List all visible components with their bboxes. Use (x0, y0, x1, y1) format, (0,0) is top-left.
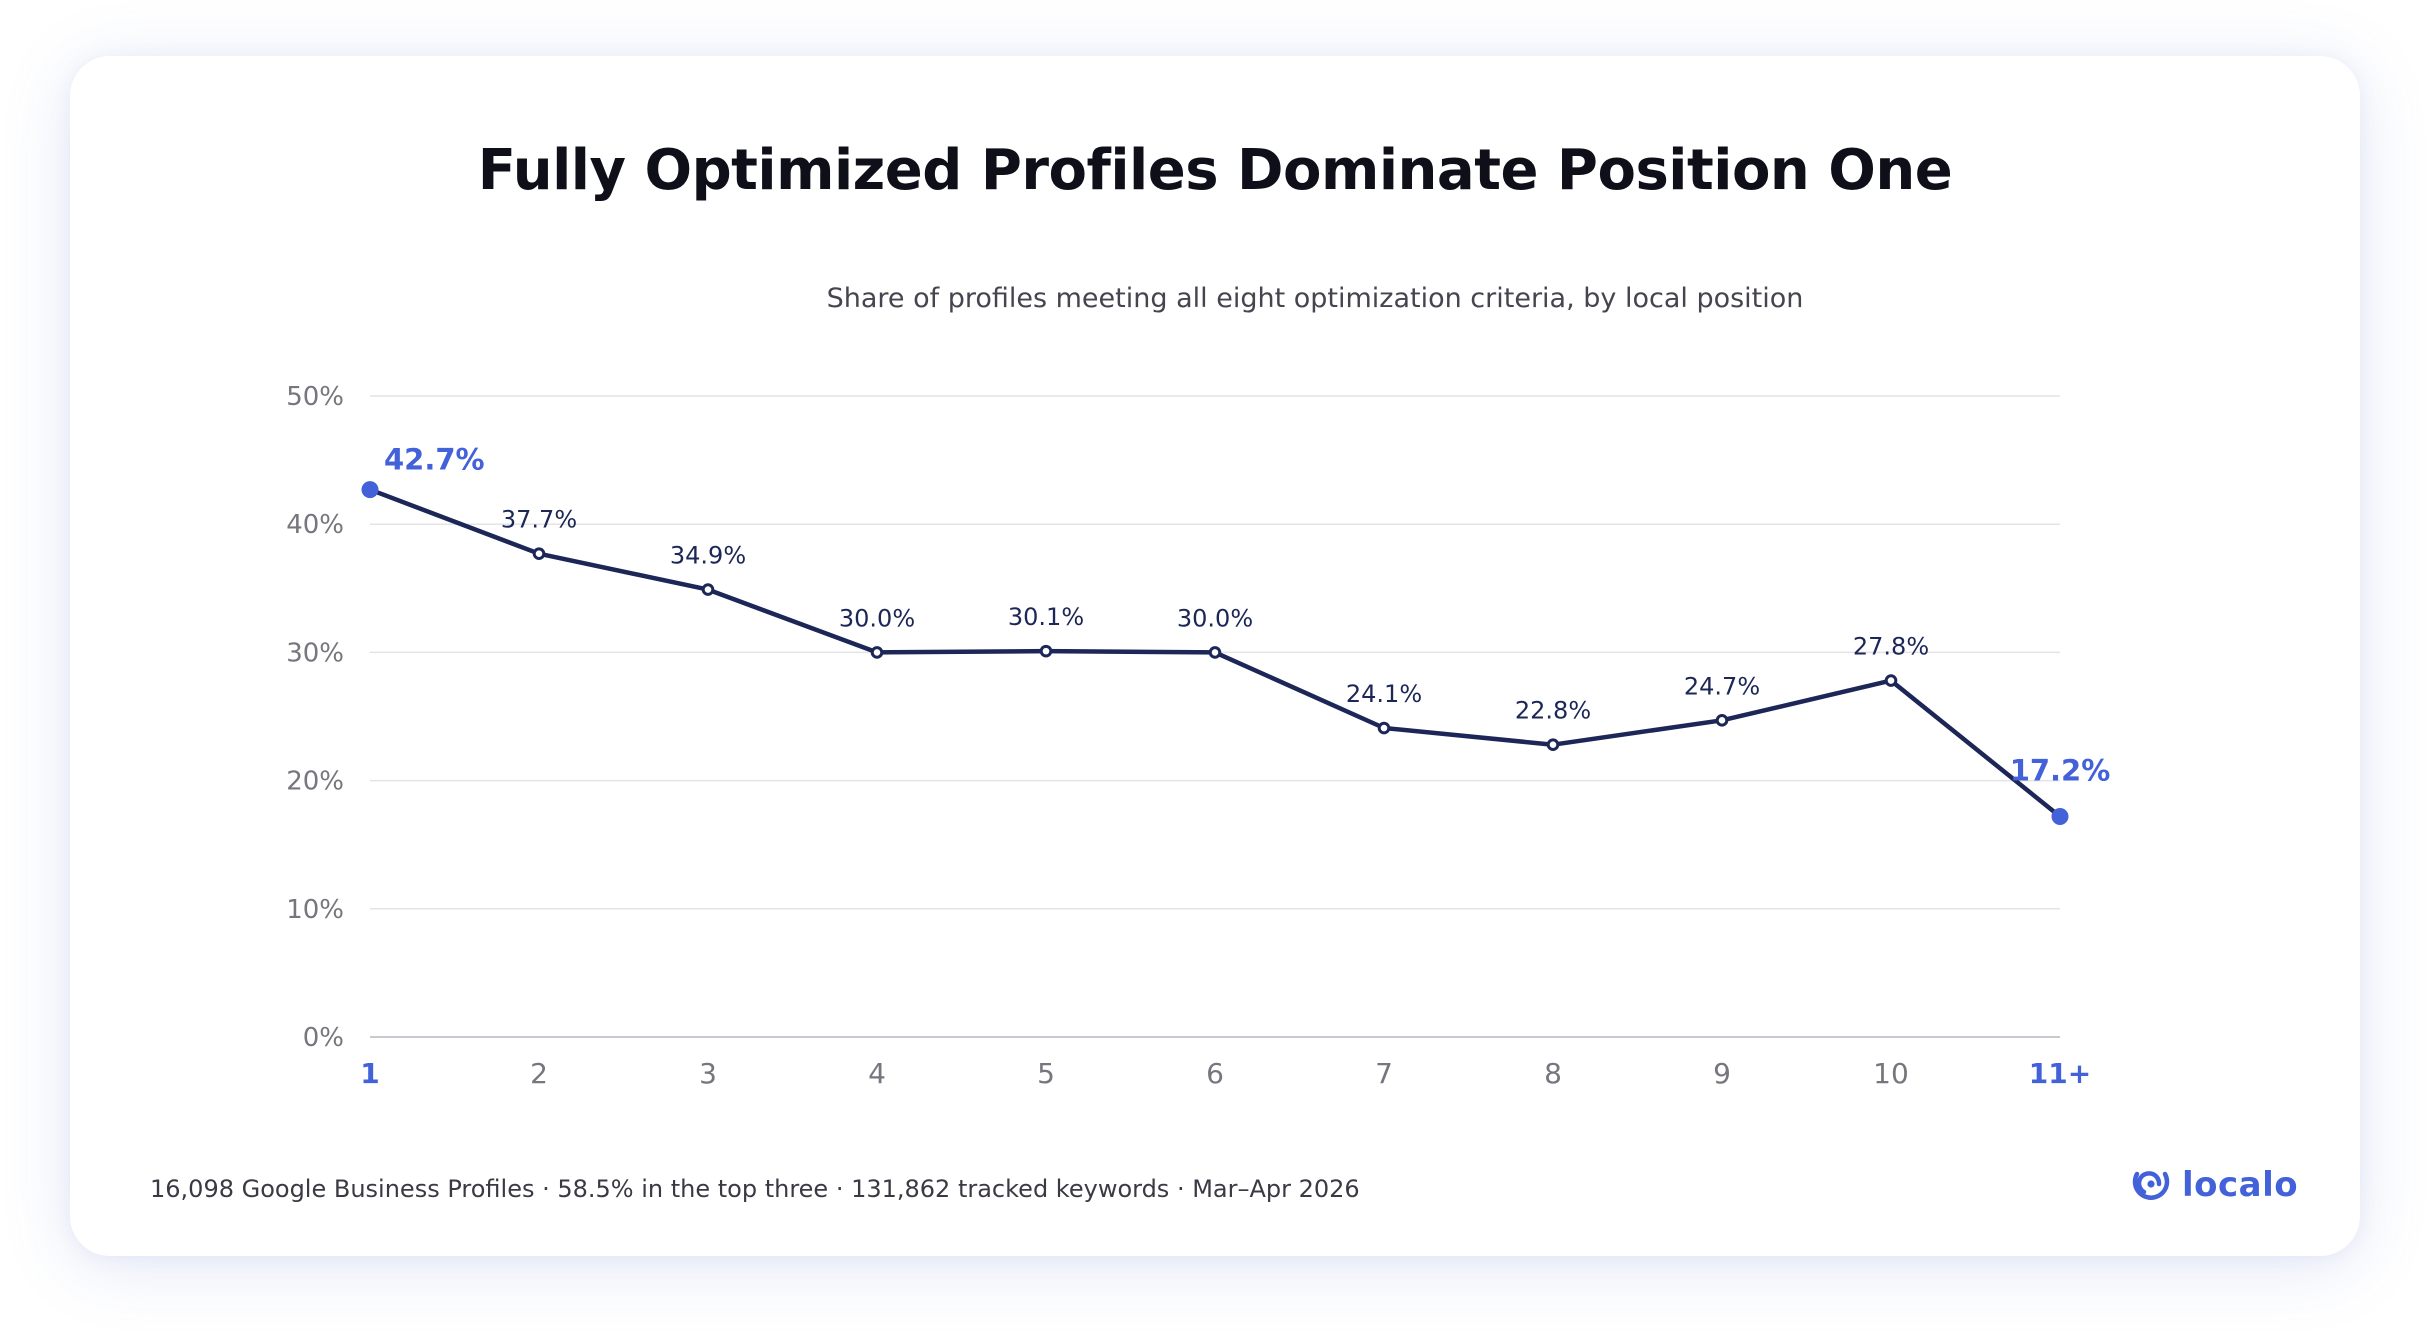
x-tick-label: 9 (1713, 1057, 1731, 1090)
location-pin-icon (2132, 1171, 2170, 1200)
chart-subtitle: Share of profiles meeting all eight opti… (826, 283, 1804, 314)
y-tick-label: 10% (286, 895, 344, 925)
data-point (1208, 646, 1222, 659)
data-point-highlight (2051, 807, 2069, 825)
data-label: 42.7% (384, 443, 485, 477)
x-tick-label: 6 (1206, 1057, 1224, 1090)
y-tick-label: 20% (286, 767, 344, 797)
x-tick-label: 4 (868, 1057, 886, 1090)
data-label: 22.8% (1515, 697, 1591, 725)
x-tick-label: 3 (699, 1057, 717, 1090)
data-label: 34.9% (670, 542, 746, 570)
data-label: 37.7% (501, 506, 577, 534)
data-label: 27.8% (1853, 633, 1929, 661)
chart-title: Fully Optimized Profiles Dominate Positi… (477, 138, 1953, 203)
y-tick-label: 30% (286, 638, 344, 668)
x-tick-label: 1 (360, 1057, 379, 1090)
x-tick-label: 7 (1375, 1057, 1393, 1090)
data-point (1039, 644, 1053, 658)
data-point (1715, 714, 1729, 727)
data-label: 30.0% (1177, 604, 1253, 632)
data-label: 17.2% (2010, 753, 2111, 787)
data-point (701, 583, 715, 596)
y-tick-label: 50% (286, 382, 344, 412)
data-point (1884, 674, 1898, 687)
logo-text: localo (2182, 1165, 2299, 1205)
data-point (870, 646, 884, 659)
footer-note: 16,098 Google Business Profiles · 58.5% … (150, 1175, 1360, 1203)
y-tick-label: 0% (303, 1023, 344, 1053)
data-point (1546, 738, 1560, 752)
data-label: 30.0% (839, 604, 915, 632)
x-tick-label: 5 (1037, 1057, 1055, 1090)
data-point (1377, 721, 1391, 735)
gridlines (370, 395, 2060, 1038)
x-axis-ticks: 1 2 3 4 5 6 7 8 9 10 11+ (360, 1057, 2091, 1090)
y-axis-ticks: 0% 10% 20% 30% 40% 50% (286, 382, 344, 1053)
data-label: 24.1% (1346, 680, 1422, 708)
y-tick-label: 40% (286, 510, 344, 540)
data-point (532, 547, 546, 560)
x-tick-label: 8 (1544, 1057, 1562, 1090)
data-label: 30.1% (1008, 603, 1084, 631)
data-label: 24.7% (1684, 672, 1760, 700)
localo-logo: localo (2128, 1162, 2298, 1208)
data-labels: 42.7% 37.7% 34.9% 30.0% 30.1% 30.0% 24.1% 22.8%… (384, 443, 2110, 788)
x-tick-label: 2 (530, 1057, 548, 1090)
x-tick-label: 11+ (2029, 1057, 2091, 1090)
data-points (361, 481, 2069, 825)
x-tick-label: 10 (1873, 1057, 1909, 1090)
data-point-highlight (361, 481, 379, 499)
